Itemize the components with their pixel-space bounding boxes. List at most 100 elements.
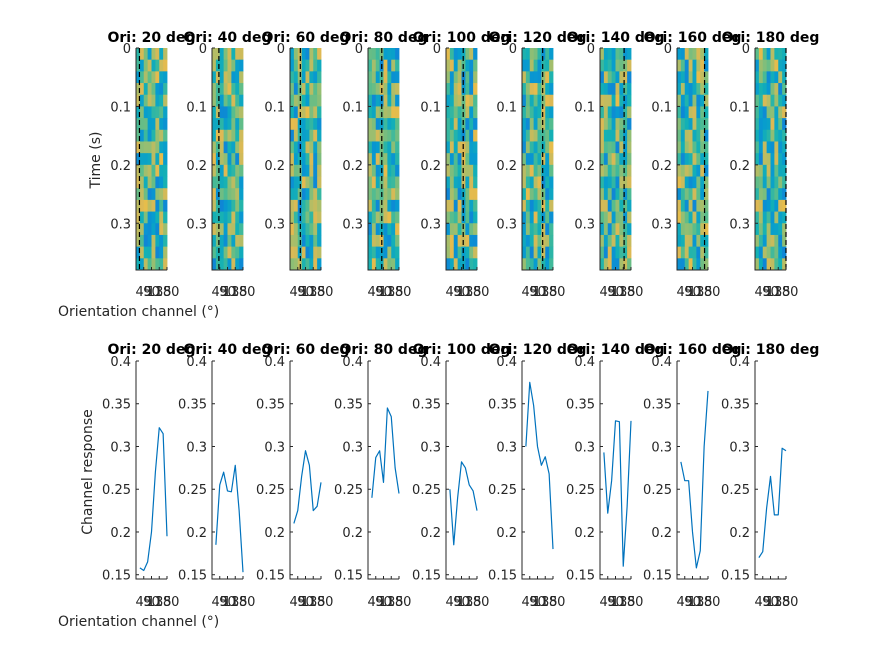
heatmap-cell [387,153,392,166]
x-tick-label: 45 [676,595,693,610]
heatmap-cell [371,94,377,107]
heatmap-cell [677,164,682,177]
heatmap-cell [151,71,156,84]
heatmap-cell [473,188,478,201]
heatmap-cell [383,118,388,131]
heatmap-cell [770,258,775,271]
y-tick-label: 0.25 [412,483,441,498]
heatmap-cell [619,176,624,189]
heatmap-cell [239,246,244,259]
heatmap-cell [755,83,760,96]
heatmap-cell [449,94,455,107]
x-tick-label: 45 [754,285,771,300]
heatmap-cell [688,71,693,84]
heatmap-cell [395,164,400,177]
panel-title: Ori: 100 deg [413,342,511,358]
heatmap-cell [684,211,690,224]
heatmap-cell [533,106,538,119]
heatmap-cell [239,118,244,131]
response-line [371,407,400,498]
heatmap-cell [688,199,693,212]
heatmap-cell [395,246,400,259]
heatmap-cell [383,71,388,84]
y-tick-label: 0.1 [342,100,363,115]
y-tick-label: 0.15 [643,569,672,584]
heatmap-cell [704,188,709,201]
y-tick-label: 0.2 [110,159,131,174]
heatmap-cell [368,164,373,177]
heatmap-cell [449,153,455,166]
heatmap-cell [155,106,160,119]
heatmap-cell [313,164,318,177]
heatmap-cell [235,141,240,154]
heatmap-cell [143,48,149,61]
heatmap-cell [473,199,478,212]
y-tick-label: 0.3 [264,217,285,232]
heatmap-cell [147,234,152,248]
heatmap-cell [395,83,400,96]
heatmap-cell [383,211,388,224]
y-tick-label: 0.15 [178,569,207,584]
heatmap-cell [387,211,392,224]
heatmap-cell [688,188,693,201]
heatmap-cell [541,223,546,236]
heatmap-cell [453,94,459,107]
heatmap-cell [215,258,221,271]
heatmap-cell [368,94,373,107]
heatmap-cell [139,141,145,154]
heatmap-cell [758,94,764,107]
heatmap-cell [147,106,152,119]
heatmap-cell [309,199,314,212]
heatmap-cell [457,118,462,131]
heatmap-cell [615,164,620,177]
heatmap-cell [525,48,531,61]
heatmap-cell [529,141,535,154]
heatmap-cell [235,71,240,84]
heatmap-cell [368,234,373,248]
heatmap-cell [379,129,384,142]
y-tick-label: 0.15 [412,569,441,584]
y-tick-label: 0.2 [264,159,285,174]
heatmap-cell [215,234,221,248]
heatmap-cell [782,246,787,259]
heatmap-cell [457,94,462,107]
heatmap-cell [139,188,145,201]
heatmap-cell [704,129,709,142]
heatmap-cell [301,106,306,119]
heatmap-cell [758,258,764,271]
heatmap-cell [368,258,373,271]
heatmap-cell [529,129,535,142]
heatmap-cell [533,246,538,259]
heatmap-cell [758,188,764,201]
heatmap-cell [371,164,377,177]
heatmap-cell [163,129,168,142]
heatmap-cell [774,48,779,61]
heatmap-cell [688,223,693,236]
heatmap-cell [545,223,550,236]
heatmap-cell [688,48,693,61]
heatmap-cell [368,246,373,259]
heatmap-cell [215,48,221,61]
heatmap-cell [239,176,244,189]
heatmap-cell [313,246,318,259]
heatmap-cell [627,59,632,72]
heatmap-cell [603,141,609,154]
heatmap-cell [696,83,701,96]
heatmap-cell [623,94,628,107]
heatmap-cell [147,59,152,72]
y-tick-label: 0.1 [264,100,285,115]
heatmap-cell [395,199,400,212]
x-tick-label: 45 [676,285,693,300]
heatmap-cell [387,258,392,271]
heatmap-cell [219,188,225,201]
heatmap-cell [301,199,306,212]
heatmap-cell [619,258,624,271]
heatmap-cell [139,199,145,212]
heatmap-cell [219,59,225,72]
heatmap-cell [533,199,538,212]
heatmap-cell [704,83,709,96]
heatmap-cell [684,71,690,84]
heatmap-cell [143,141,149,154]
heatmap-cell [227,223,232,236]
heatmap-cell [136,94,141,107]
